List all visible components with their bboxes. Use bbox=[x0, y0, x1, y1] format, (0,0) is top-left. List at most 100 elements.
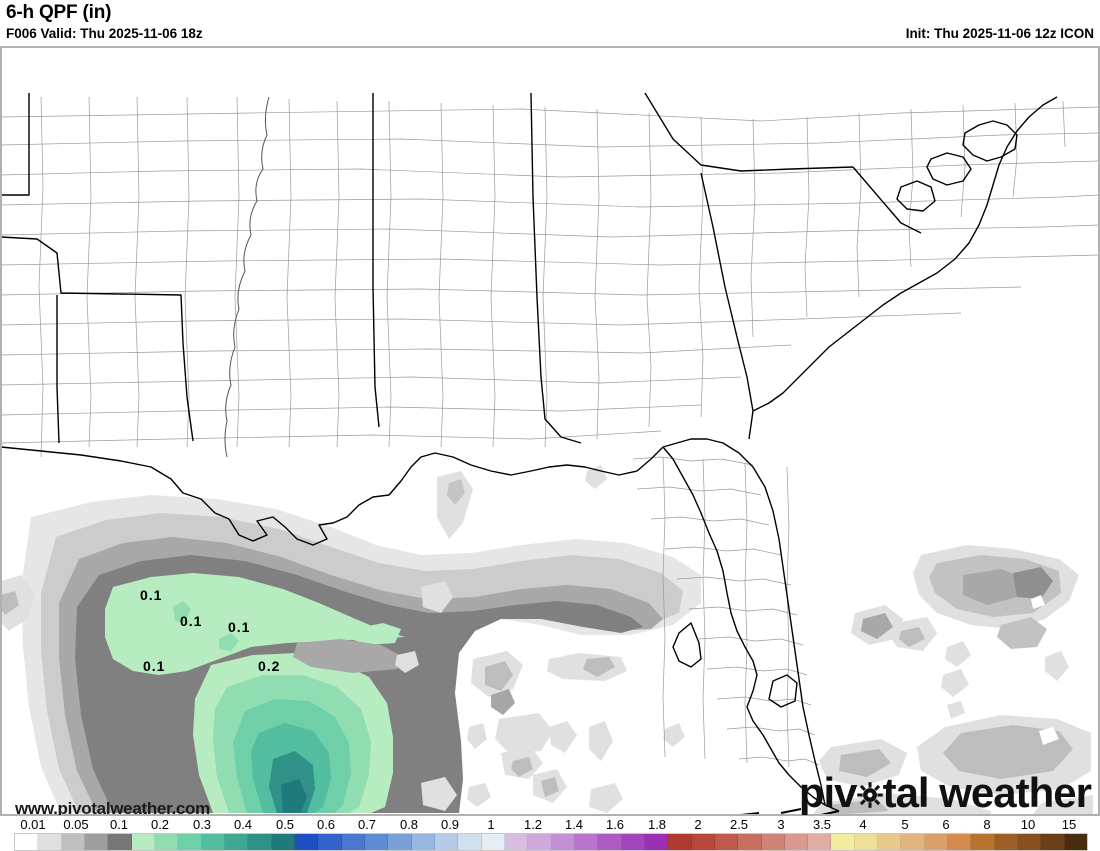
colorbar-swatch-39[interactable] bbox=[924, 834, 949, 850]
colorbar-swatch-38[interactable] bbox=[901, 834, 925, 850]
colorbar-swatch-34[interactable] bbox=[808, 834, 832, 850]
colorbar-tick-12: 1.2 bbox=[523, 817, 543, 832]
colorbar-tick-2: 0.1 bbox=[109, 817, 129, 832]
colorbar-swatch-14[interactable] bbox=[341, 834, 365, 850]
pivotal-weather-logo: piv tal weather bbox=[798, 769, 1092, 816]
logo-text-post: tal weather bbox=[882, 769, 1092, 816]
colorbar-swatch-13[interactable] bbox=[318, 834, 342, 850]
precip-band-0.6-core bbox=[281, 779, 307, 813]
colorbar-tick-3: 0.2 bbox=[150, 817, 170, 832]
colorbar-tick-9: 0.8 bbox=[399, 817, 419, 832]
colorbar-swatch-30[interactable] bbox=[714, 834, 739, 850]
colorbar-swatch-16[interactable] bbox=[388, 834, 412, 850]
precip-pocket-grey-east bbox=[293, 639, 403, 673]
colorbar-swatch-7[interactable] bbox=[178, 834, 202, 850]
colorbar-swatch-37[interactable] bbox=[878, 834, 902, 850]
colorbar-tick-17: 2.5 bbox=[729, 817, 749, 832]
colorbar-swatch-19[interactable] bbox=[458, 834, 482, 850]
map-svg bbox=[1, 47, 1099, 815]
colorbar-tick-25: 15 bbox=[1061, 817, 1077, 832]
colorbar-tick-16: 2 bbox=[694, 817, 702, 832]
colorbar-tick-7: 0.6 bbox=[316, 817, 336, 832]
colorbar-tick-8: 0.7 bbox=[357, 817, 377, 832]
colorbar-swatch-33[interactable] bbox=[784, 834, 809, 850]
colorbar-swatch-17[interactable] bbox=[411, 834, 435, 850]
map-frame bbox=[1, 47, 1099, 815]
scattered-gulf-showers bbox=[1, 465, 685, 813]
colorbar-swatch-20[interactable] bbox=[481, 834, 505, 850]
colorbar-tick-4: 0.3 bbox=[192, 817, 212, 832]
colorbar-tick-18: 3 bbox=[777, 817, 785, 832]
colorbar-swatches[interactable] bbox=[14, 833, 1088, 851]
colorbar-tick-21: 5 bbox=[901, 817, 909, 832]
colorbar-swatch-29[interactable] bbox=[691, 834, 715, 850]
page-title: 6-h QPF (in) bbox=[6, 2, 112, 23]
map-canvas[interactable]: 0.1 0.1 0.1 0.1 0.2 www.pivotalweather.c… bbox=[0, 46, 1100, 816]
precip-island-mint-2 bbox=[219, 633, 239, 651]
colorbar-tick-23: 8 bbox=[983, 817, 991, 832]
colorbar-swatch-18[interactable] bbox=[434, 834, 459, 850]
contour-label: 0.2 bbox=[258, 658, 281, 674]
map-header: 6-h QPF (in) F006 Valid: Thu 2025-11-06 … bbox=[0, 0, 1100, 46]
colorbar-tick-10: 0.9 bbox=[440, 817, 460, 832]
logo-text-pre: piv bbox=[798, 769, 858, 816]
colorbar-tick-11: 1 bbox=[487, 817, 495, 832]
colorbar-tick-6: 0.5 bbox=[275, 817, 295, 832]
colorbar-tick-15: 1.8 bbox=[647, 817, 667, 832]
contour-label: 0.1 bbox=[143, 658, 166, 674]
colorbar-swatch-36[interactable] bbox=[854, 834, 879, 850]
rivers-layer bbox=[224, 96, 270, 458]
colorbar-tick-0: 0.01 bbox=[20, 817, 46, 832]
colorbar[interactable]: 0.01 0.05 0.1 0.2 0.3 0.4 0.5 0.6 0.7 0.8 0.9 1 1.2 1… bbox=[0, 816, 1100, 851]
state-borders-layer bbox=[1, 92, 1058, 815]
colorbar-swatch-35[interactable] bbox=[831, 834, 855, 850]
colorbar-swatch-27[interactable] bbox=[644, 834, 669, 850]
colorbar-tick-labels: 0.01 0.05 0.1 0.2 0.3 0.4 0.5 0.6 0.7 0.8 0.9 1 1.2 1… bbox=[0, 816, 1100, 833]
colorbar-swatch-5[interactable] bbox=[131, 834, 155, 850]
precip-island-mint-1 bbox=[173, 601, 191, 623]
colorbar-swatch-26[interactable] bbox=[621, 834, 645, 850]
colorbar-tick-13: 1.4 bbox=[564, 817, 584, 832]
colorbar-swatch-44[interactable] bbox=[1041, 834, 1065, 850]
gear-sun-icon bbox=[856, 782, 883, 809]
colorbar-swatch-43[interactable] bbox=[1018, 834, 1042, 850]
county-lines-layer bbox=[1, 96, 1099, 768]
colorbar-swatch-45[interactable] bbox=[1064, 834, 1088, 850]
colorbar-swatch-1[interactable] bbox=[38, 834, 62, 850]
contour-label: 0.1 bbox=[140, 587, 163, 603]
colorbar-swatch-31[interactable] bbox=[738, 834, 762, 850]
colorbar-swatch-23[interactable] bbox=[551, 834, 575, 850]
site-url-watermark: www.pivotalweather.com bbox=[15, 799, 210, 816]
contour-label: 0.1 bbox=[228, 619, 251, 635]
colorbar-tick-14: 1.6 bbox=[605, 817, 625, 832]
colorbar-swatch-41[interactable] bbox=[971, 834, 995, 850]
colorbar-swatch-2[interactable] bbox=[61, 834, 85, 850]
colorbar-tick-24: 10 bbox=[1020, 817, 1036, 832]
colorbar-swatch-40[interactable] bbox=[948, 834, 972, 850]
colorbar-swatch-8[interactable] bbox=[201, 834, 225, 850]
colorbar-tick-19: 3.5 bbox=[812, 817, 832, 832]
contour-label: 0.1 bbox=[180, 613, 203, 629]
colorbar-swatch-25[interactable] bbox=[598, 834, 622, 850]
colorbar-swatch-28[interactable] bbox=[668, 834, 692, 850]
colorbar-swatch-4[interactable] bbox=[108, 834, 132, 850]
precip-band-0.1-green-nw bbox=[105, 573, 405, 675]
init-time-label: Init: Thu 2025-11-06 12z ICON bbox=[905, 26, 1094, 41]
precip-pocket-mint-east-1 bbox=[351, 623, 401, 645]
precip-contour-fill-layer bbox=[1, 465, 1093, 815]
colorbar-swatch-32[interactable] bbox=[761, 834, 785, 850]
colorbar-swatch-21[interactable] bbox=[504, 834, 529, 850]
colorbar-swatch-42[interactable] bbox=[994, 834, 1019, 850]
colorbar-swatch-9[interactable] bbox=[224, 834, 249, 850]
colorbar-swatch-12[interactable] bbox=[294, 834, 319, 850]
colorbar-tick-1: 0.05 bbox=[63, 817, 89, 832]
colorbar-swatch-6[interactable] bbox=[154, 834, 179, 850]
colorbar-swatch-22[interactable] bbox=[528, 834, 552, 850]
colorbar-swatch-11[interactable] bbox=[271, 834, 295, 850]
colorbar-swatch-24[interactable] bbox=[574, 834, 599, 850]
colorbar-swatch-10[interactable] bbox=[248, 834, 272, 850]
colorbar-swatch-0[interactable] bbox=[15, 834, 39, 850]
colorbar-swatch-15[interactable] bbox=[364, 834, 389, 850]
colorbar-swatch-3[interactable] bbox=[84, 834, 109, 850]
